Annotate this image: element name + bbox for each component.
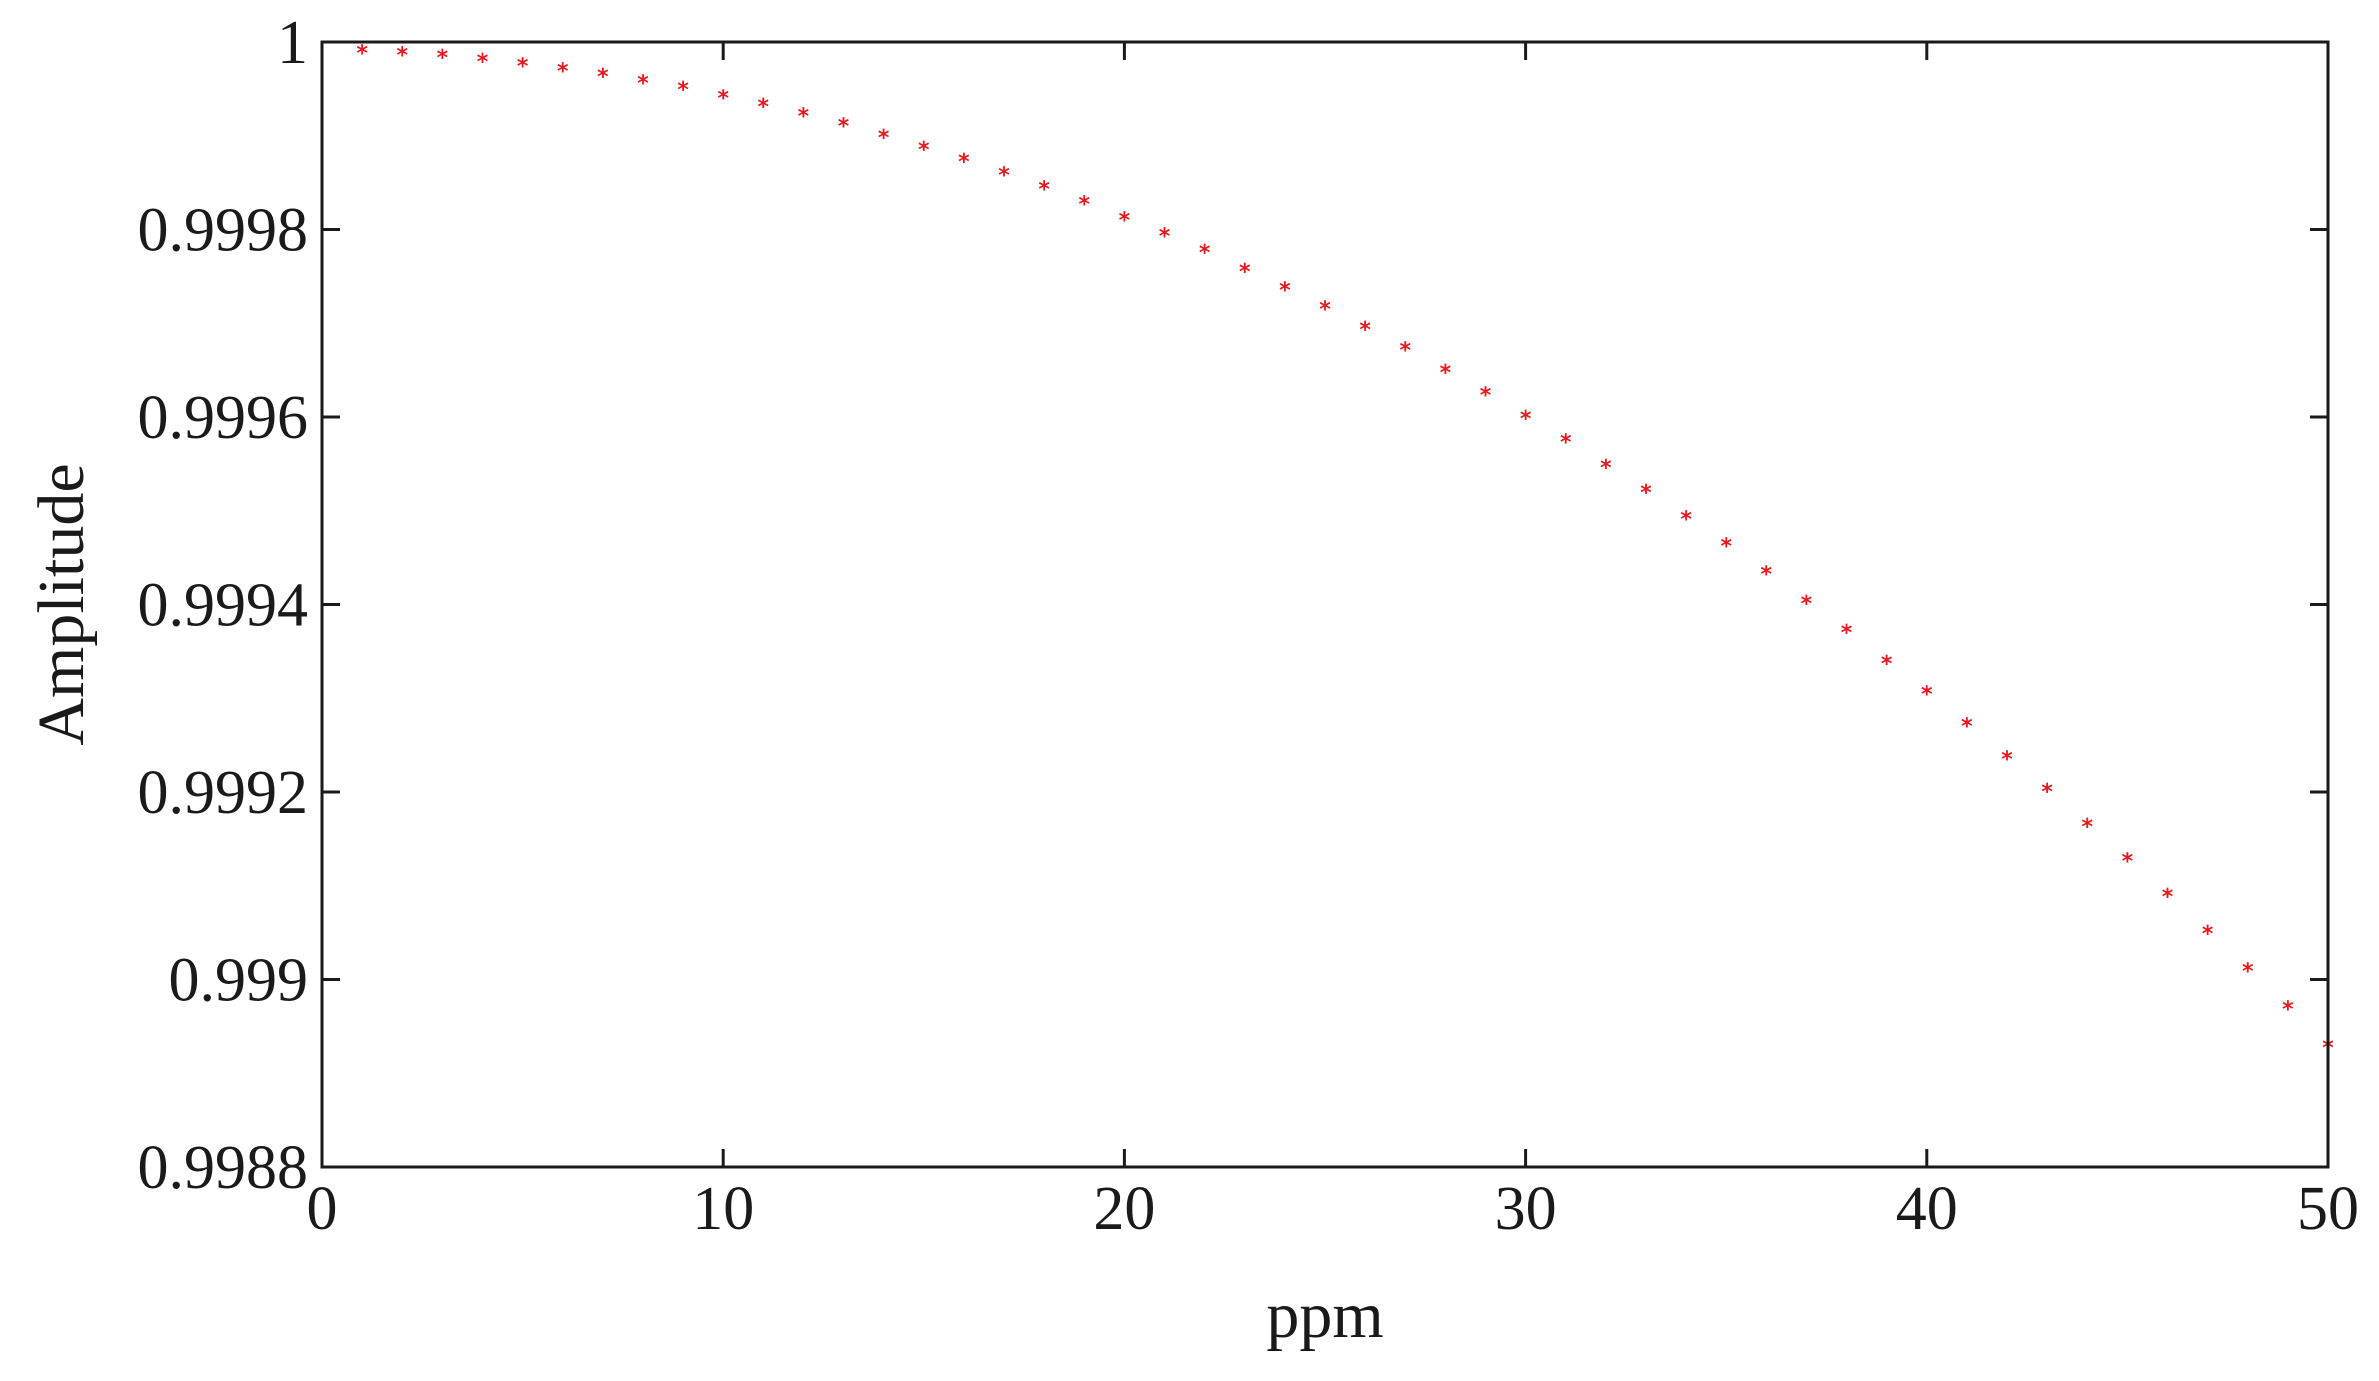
- data-point: *: [1159, 224, 1171, 249]
- data-point: *: [517, 55, 529, 80]
- data-point: *: [1841, 621, 1853, 646]
- data-point: *: [758, 95, 770, 120]
- data-point: *: [1119, 208, 1131, 233]
- x-tick-label: 30: [1495, 1175, 1557, 1243]
- y-tick-label: 0.9992: [138, 759, 309, 827]
- data-point: *: [1881, 652, 1893, 677]
- data-point: *: [1961, 715, 1973, 740]
- data-point: *: [2282, 998, 2294, 1023]
- data-point: *: [1279, 279, 1291, 304]
- data-point: *: [2001, 747, 2013, 772]
- data-point: *: [396, 43, 408, 68]
- data-point: *: [1640, 481, 1652, 506]
- data-point: *: [2122, 850, 2134, 875]
- y-tick-labels: 0.9988 0.999 0.9992 0.9994 0.9996 0.9998 1: [138, 9, 309, 1202]
- data-point: *: [1199, 241, 1211, 266]
- y-tick-label: 0.9998: [138, 197, 309, 265]
- y-tick-label: 0.9994: [138, 572, 309, 640]
- data-point: *: [437, 46, 449, 71]
- plot-area-frame: [320, 40, 2330, 1169]
- data-point: *: [1600, 456, 1612, 481]
- data-point: *: [1038, 177, 1050, 202]
- data-point: *: [717, 86, 729, 111]
- y-axis-title: Amplitude: [25, 463, 98, 745]
- data-point: *: [2162, 885, 2174, 910]
- y-tick-label: 1: [277, 9, 308, 77]
- data-point: *: [838, 115, 850, 140]
- data-point: *: [1720, 535, 1732, 560]
- data-point: *: [597, 65, 609, 90]
- x-tick-label: 20: [1093, 1175, 1155, 1243]
- axis-ticks: [320, 40, 2330, 1169]
- data-point: *: [798, 104, 810, 129]
- data-point: *: [2082, 815, 2094, 840]
- data-point: *: [918, 138, 930, 163]
- data-point: *: [958, 150, 970, 175]
- data-point: *: [1520, 407, 1532, 432]
- x-tick-label: 50: [2297, 1175, 2359, 1243]
- x-tick-label: 40: [1896, 1175, 1958, 1243]
- data-point: *: [2242, 959, 2254, 984]
- data-point: *: [1560, 431, 1572, 456]
- data-point: *: [1680, 507, 1692, 532]
- data-point: *: [1801, 592, 1813, 617]
- y-tick-label: 0.999: [169, 947, 309, 1015]
- data-point: *: [878, 126, 890, 151]
- x-tick-label: 0: [307, 1175, 338, 1243]
- data-point: *: [1761, 563, 1773, 588]
- data-point: *: [1079, 192, 1091, 217]
- data-point: *: [1399, 339, 1411, 364]
- x-tick-label: 10: [692, 1175, 754, 1243]
- data-point: *: [637, 71, 649, 96]
- x-axis-title: ppm: [1266, 1279, 1383, 1352]
- data-series: * * * * * * * * * * * * * * * * * * * * * * * * * * * * * * * * * * * * * * * *…: [356, 41, 2334, 1061]
- data-point: *: [1319, 297, 1331, 322]
- data-point: *: [477, 50, 489, 75]
- data-point: *: [998, 163, 1010, 188]
- data-point: *: [1921, 683, 1933, 708]
- data-point: *: [677, 78, 689, 103]
- y-tick-label: 0.9996: [138, 384, 309, 452]
- data-point: *: [1239, 260, 1251, 285]
- data-point: *: [2202, 922, 2214, 947]
- data-point: *: [557, 59, 569, 84]
- data-point: *: [2041, 780, 2053, 805]
- data-point: *: [356, 41, 368, 66]
- data-point: *: [1440, 361, 1452, 386]
- data-point: *: [1359, 318, 1371, 343]
- y-tick-label: 0.9988: [138, 1134, 309, 1202]
- x-tick-labels: 0 10 20 30 40 50: [307, 1175, 2360, 1243]
- data-point: *: [1480, 384, 1492, 409]
